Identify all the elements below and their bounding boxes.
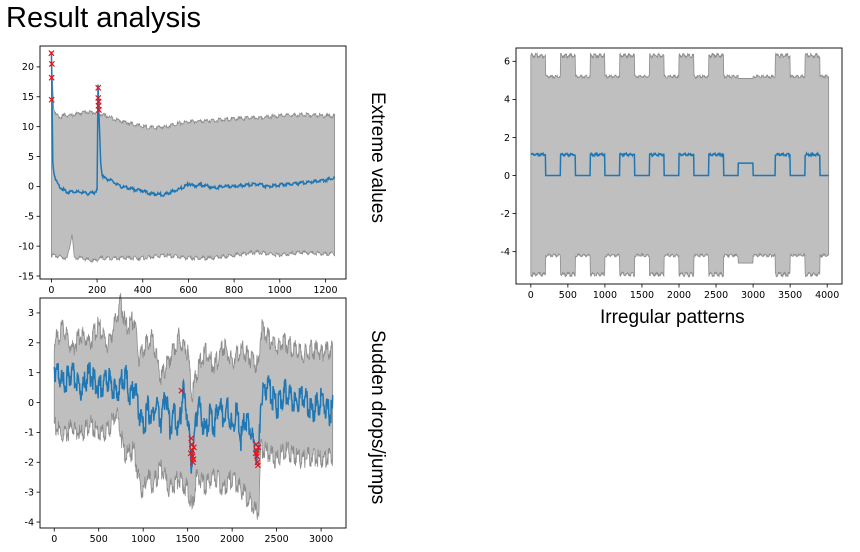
sudden-anomaly-marker <box>254 453 261 460</box>
irregular-patterns-label: Irregular patterns <box>600 307 745 328</box>
sudden-ytick-label: 0 <box>28 398 34 409</box>
extreme-axes-frame <box>39 45 347 280</box>
sudden-ytick-label: 3 <box>28 308 34 319</box>
sudden-ytick-label: -2 <box>25 458 34 469</box>
extreme-ytick-label: 15 <box>22 92 34 103</box>
sudden-xtick-label: 1000 <box>131 534 155 545</box>
sudden-drops-plot: 0 500 1000 1500 2000 2500 3000 -4 -3 -2 -1 0 1 2 3 <box>25 293 347 545</box>
sudden-anomaly-marker <box>252 450 259 457</box>
irregular-signal-line <box>530 151 829 177</box>
sudden-anomaly-marker <box>190 456 197 463</box>
extreme-anomaly-marker <box>95 106 102 113</box>
sudden-anomaly-marker <box>188 435 195 442</box>
extreme-xtick-label: 600 <box>179 285 197 296</box>
sudden-ytick-label: -3 <box>25 487 34 498</box>
irregular-xtick-label: 500 <box>559 290 577 301</box>
irregular-uncertainty-band <box>530 51 830 278</box>
irregular-xtick-label: 4000 <box>815 290 839 301</box>
sudden-xtick-label: 500 <box>90 534 108 545</box>
irregular-marks <box>530 51 830 278</box>
irregular-ytick-label: -2 <box>501 209 510 220</box>
extreme-anomaly-marker <box>48 74 55 81</box>
irregular-ytick-label: 6 <box>504 57 510 68</box>
extreme-anomaly-marker <box>48 96 55 103</box>
extreme-anomaly-marker <box>48 60 55 67</box>
irregular-ytick-label: 4 <box>504 95 510 106</box>
sudden-axes-frame <box>39 297 347 529</box>
sudden-xtick-label: 1500 <box>176 534 200 545</box>
sudden-anomaly-marker <box>187 450 194 457</box>
sudden-ytick-label: -4 <box>25 517 34 528</box>
sudden-anomaly-marker <box>255 444 262 451</box>
irregular-xtick-label: 1000 <box>593 290 617 301</box>
irregular-ytick-label: 2 <box>504 133 510 144</box>
extreme-xtick-label: 0 <box>48 285 54 296</box>
extreme-ytick-label: 0 <box>28 182 34 193</box>
sudden-ytick-label: -1 <box>25 428 34 439</box>
irregular-patterns-chart: 0 500 1000 1500 2000 2500 3000 3500 4000 -4 -2 0 2 4 6 <box>490 40 850 310</box>
sudden-ytick-label: 1 <box>28 368 34 379</box>
sudden-drops-chart: 0 500 1000 1500 2000 2500 3000 -4 -3 -2 -1 0 1 2 3 <box>0 292 360 552</box>
sudden-xtick-label: 2500 <box>265 534 289 545</box>
extreme-anomaly-marker <box>95 84 102 91</box>
sudden-uncertainty-band <box>53 293 334 520</box>
extreme-values-chart: 0 200 400 600 800 1000 1200 -15 -10 -5 0 5 10 15 20 <box>0 38 360 296</box>
sudden-marks <box>53 293 334 520</box>
irregular-xtick-label: 3500 <box>778 290 802 301</box>
sudden-drops-label: Sudden drops/jumps <box>367 330 388 505</box>
extreme-xtick-label: 800 <box>225 285 243 296</box>
extreme-xtick-label: 1000 <box>268 285 292 296</box>
extreme-marks <box>48 50 336 264</box>
extreme-signal-line <box>50 51 336 198</box>
extreme-ytick-label: -15 <box>18 271 34 282</box>
sudden-xtick-label: 2000 <box>220 534 244 545</box>
irregular-xtick-label: 2500 <box>704 290 728 301</box>
extreme-values-plot: 0 200 400 600 800 1000 1200 -15 -10 -5 0 5 10 15 20 <box>18 45 347 296</box>
irregular-xtick-label: 1500 <box>630 290 654 301</box>
sudden-ytick-label: 2 <box>28 338 34 349</box>
extreme-ytick-label: 5 <box>28 152 34 163</box>
sudden-anomaly-marker <box>254 462 261 469</box>
sudden-anomaly-marker <box>189 447 196 454</box>
sudden-xtick-label: 3000 <box>309 534 333 545</box>
irregular-xtick-label: 0 <box>528 290 534 301</box>
irregular-xtick-label: 2000 <box>667 290 691 301</box>
page-title: Result analysis <box>6 2 202 34</box>
irregular-xtick-label: 3000 <box>741 290 765 301</box>
extreme-values-label: Extreme values <box>367 92 388 223</box>
sudden-anomaly-marker <box>178 387 185 394</box>
extreme-xtick-label: 1200 <box>313 285 337 296</box>
extreme-ytick-label: 20 <box>22 62 34 73</box>
irregular-patterns-plot: 0 500 1000 1500 2000 2500 3000 3500 4000 -4 -2 0 2 4 6 <box>501 47 843 301</box>
extreme-xtick-label: 200 <box>88 285 106 296</box>
irregular-ytick-label: -4 <box>501 247 510 258</box>
sudden-xtick-label: 0 <box>51 534 57 545</box>
extreme-ytick-label: 10 <box>22 122 34 133</box>
extreme-anomaly-marker <box>48 50 55 57</box>
extreme-uncertainty-band <box>51 54 335 264</box>
extreme-ytick-label: -5 <box>25 212 34 223</box>
sudden-anomaly-marker <box>190 444 197 451</box>
extreme-xtick-label: 400 <box>134 285 152 296</box>
extreme-ytick-label: -10 <box>18 241 34 252</box>
irregular-ytick-label: 0 <box>504 171 510 182</box>
